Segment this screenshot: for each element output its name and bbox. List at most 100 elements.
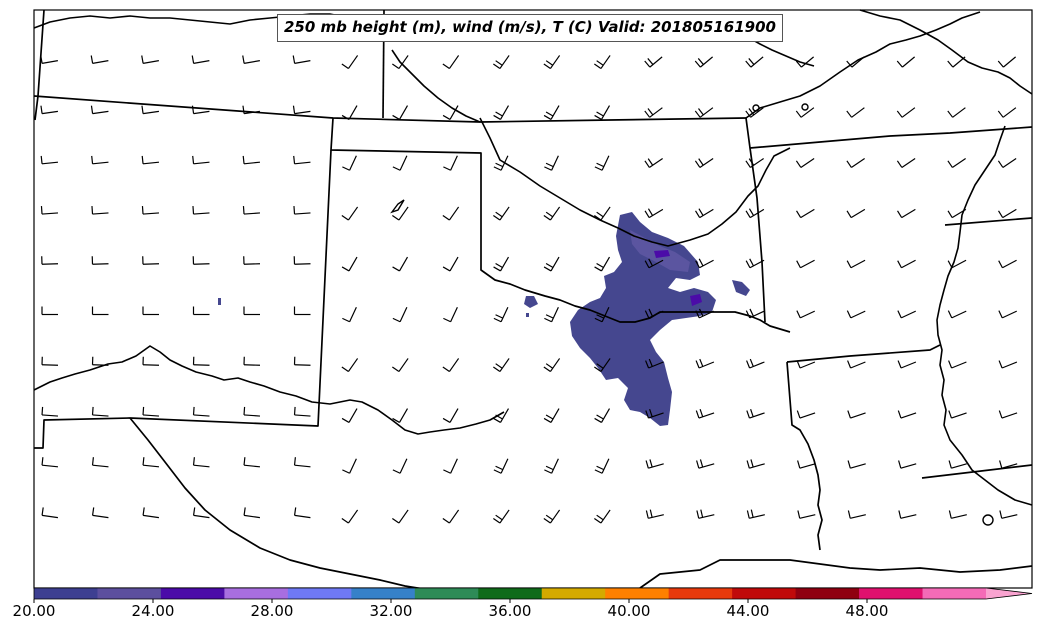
- colorbar-segment: [859, 588, 924, 599]
- wind-barb: [594, 256, 611, 272]
- wind-barb: [91, 457, 109, 468]
- wind-barb: [846, 310, 866, 319]
- wind-barb: [442, 509, 460, 524]
- jet-speck-2: [526, 313, 529, 317]
- wind-barb: [544, 306, 559, 323]
- lakes: [390, 103, 994, 526]
- wind-barb: [493, 105, 510, 120]
- colorbar-segment: [922, 588, 987, 599]
- wind-barb: [493, 256, 510, 272]
- wind-barb: [745, 258, 765, 269]
- wind-barb: [594, 306, 610, 323]
- wind-barb: [644, 258, 664, 269]
- wind-barb: [543, 105, 560, 120]
- wind-barb: [141, 155, 160, 165]
- wind-barb: [243, 457, 261, 468]
- wind-barb: [242, 155, 261, 165]
- wind-barb: [997, 107, 1017, 118]
- colorbar-segment: [224, 588, 289, 599]
- wind-barb: [293, 457, 311, 468]
- wind-barb: [847, 360, 866, 369]
- border-la-ms: [921, 464, 1033, 479]
- border-ms-al: [944, 217, 1033, 226]
- wind-barb: [91, 256, 109, 265]
- wind-barb: [948, 410, 967, 419]
- wind-barb: [293, 306, 311, 316]
- colorbar-segment: [478, 588, 543, 599]
- wind-barb: [40, 155, 59, 165]
- wind-barb: [897, 310, 917, 319]
- wind-barb: [543, 358, 561, 373]
- colorbar-tick-label: 44.00: [726, 602, 770, 620]
- colorbar-tick-label: 36.00: [488, 602, 532, 620]
- wind-barb: [442, 408, 459, 423]
- wind-barb: [543, 408, 560, 423]
- wind-barb: [392, 55, 409, 70]
- wind-barb: [493, 358, 510, 373]
- wind-barb: [41, 507, 59, 519]
- wind-barb: [796, 360, 816, 369]
- wind-barb: [795, 56, 815, 68]
- wind-barb: [293, 356, 311, 366]
- wind-barb: [243, 507, 261, 519]
- wind-barb: [293, 256, 311, 265]
- wind-barb: [141, 105, 160, 115]
- colorbar-segment: [732, 588, 797, 599]
- wind-barb: [493, 509, 510, 524]
- wind-barb: [594, 358, 611, 373]
- wind-barb: [341, 509, 359, 524]
- wind-barb: [243, 406, 261, 417]
- border-mo-ar: [749, 126, 1033, 149]
- colorbar-segment: [160, 588, 225, 599]
- wind-barb: [341, 206, 359, 221]
- wind-barb: [645, 358, 664, 369]
- wind-barb: [41, 306, 58, 316]
- wind-barb: [392, 408, 409, 423]
- wind-barb: [897, 360, 917, 369]
- wind-barb: [896, 107, 916, 118]
- wind-barb: [40, 55, 58, 64]
- wind-barb: [694, 107, 714, 118]
- wind-barb: [41, 256, 59, 265]
- wind-barb: [342, 458, 357, 474]
- wind-barb: [644, 208, 664, 219]
- wind-barb: [696, 459, 715, 469]
- colorbar-segment: [34, 588, 98, 599]
- wind-barb: [998, 208, 1017, 219]
- wind-barb: [242, 206, 261, 215]
- wind-barb: [142, 406, 160, 417]
- wind-barb: [91, 406, 109, 417]
- wind-barb: [192, 507, 210, 519]
- wind-barb: [947, 310, 967, 319]
- wind-barb: [292, 105, 311, 115]
- wind-barb: [142, 356, 160, 366]
- wind-barb: [443, 306, 458, 323]
- jet-core-2: [690, 294, 702, 306]
- wind-barb: [998, 360, 1018, 369]
- wind-barb: [898, 460, 917, 469]
- wind-barb: [192, 356, 210, 366]
- wind-barb: [947, 208, 967, 219]
- wind-barb: [493, 55, 510, 70]
- wind-barb: [293, 206, 311, 215]
- river-arkansas: [479, 117, 791, 247]
- wind-barb: [745, 158, 764, 168]
- border-ar-east: [786, 361, 823, 551]
- wind-barb: [493, 458, 509, 474]
- rivers: [33, 9, 1033, 506]
- river-red-west: [33, 345, 505, 435]
- wind-barb: [543, 206, 561, 221]
- wind-barb: [293, 507, 311, 519]
- wind-barb: [293, 406, 311, 417]
- wind-barb: [745, 208, 765, 219]
- wind-barb: [998, 410, 1018, 419]
- wind-barb: [948, 510, 967, 519]
- wind-barb: [392, 306, 408, 323]
- wind-barb: [695, 409, 715, 419]
- wind-barb: [443, 458, 458, 474]
- jet-blob-east: [732, 280, 750, 296]
- wind-barb: [142, 507, 160, 519]
- colorbar-segment: [795, 588, 860, 599]
- colorbar-tick-label: 40.00: [607, 602, 651, 620]
